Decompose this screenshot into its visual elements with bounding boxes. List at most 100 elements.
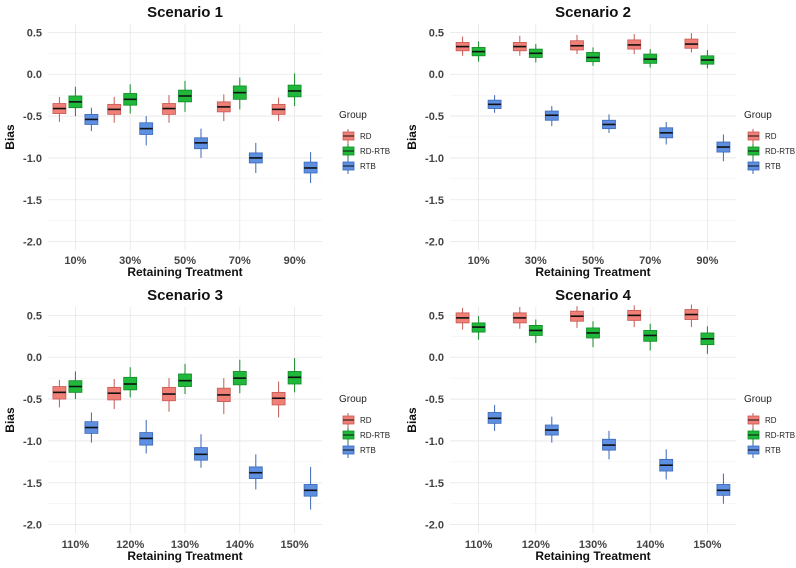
legend-key-rtb	[342, 443, 355, 458]
y-tick-label: -0.5	[425, 111, 444, 123]
box-rd-rtb	[528, 44, 543, 63]
box-rd	[455, 307, 470, 330]
legend-key-rd-rtb	[342, 428, 355, 443]
legend: Group RD RD-RTB RTB	[744, 394, 795, 458]
box-rd-rtb	[178, 363, 192, 395]
box-rd-rtb	[287, 73, 302, 107]
box-rtb	[84, 412, 99, 443]
box-rd	[107, 96, 122, 123]
x-tick-label: 30%	[119, 255, 141, 267]
box-rd	[455, 36, 470, 56]
x-tick-label: 90%	[284, 255, 306, 267]
chart-title: Scenario 2	[555, 4, 631, 21]
box-rd-rtb	[232, 77, 247, 110]
box-rd	[570, 34, 584, 55]
y-axis-label: Bias	[3, 407, 17, 433]
box-rd-rtb	[528, 319, 543, 343]
chart-title: Scenario 4	[555, 287, 632, 304]
box-rtb	[602, 114, 616, 133]
box-rd-rtb	[643, 49, 658, 68]
chart-title: Scenario 3	[147, 287, 223, 304]
box-rd	[52, 96, 67, 122]
legend-key-rtb	[747, 443, 760, 458]
y-tick-label: -1.0	[23, 436, 42, 448]
y-tick-label: 0.0	[27, 69, 42, 81]
box-rd	[271, 381, 286, 418]
x-tick-label: 150%	[693, 539, 721, 551]
y-tick-label: -1.5	[23, 478, 42, 490]
box-rtb	[487, 404, 502, 431]
y-tick-label: -2.0	[425, 237, 444, 249]
y-tick-label: 0.5	[27, 310, 42, 322]
box-rd-rtb	[232, 359, 247, 394]
box-rd-rtb	[700, 49, 715, 69]
legend: Group RD RD-RTB RTB	[339, 110, 390, 174]
y-tick-label: 0.5	[429, 310, 444, 322]
box-rd-rtb	[287, 358, 302, 393]
y-tick-label: 0.0	[429, 69, 444, 81]
legend-key-rtb	[747, 159, 760, 174]
x-axis-label: Retaining Treatment	[127, 265, 242, 279]
legend-key-rd-rtb	[747, 428, 760, 443]
box-rd	[52, 379, 67, 408]
box-rtb	[659, 121, 674, 145]
x-tick-label: 70%	[229, 255, 251, 267]
y-tick-label: -0.5	[425, 394, 444, 406]
box-rd	[627, 305, 642, 328]
legend-key-rd-rtb	[342, 144, 355, 159]
box-rd	[271, 97, 286, 122]
box-rtb	[716, 473, 731, 504]
box-rtb	[139, 116, 154, 146]
legend-label: RTB	[360, 162, 376, 171]
box-rd	[684, 304, 699, 328]
legend-title: Group	[744, 394, 772, 405]
box-rd	[512, 307, 527, 329]
box-rtb	[544, 106, 559, 127]
box-rd	[216, 94, 231, 122]
x-tick-label: 70%	[639, 255, 661, 267]
y-axis-label: Bias	[405, 124, 419, 150]
legend-label: RD	[765, 132, 777, 141]
y-tick-label: -0.5	[23, 111, 42, 123]
box-rd-rtb	[178, 80, 192, 112]
box-rtb	[194, 434, 208, 468]
x-tick-label: 120%	[522, 539, 550, 551]
legend-label: RTB	[765, 162, 781, 171]
box-rd-rtb	[586, 321, 600, 348]
y-tick-label: -1.0	[425, 436, 444, 448]
y-tick-label: -2.0	[23, 237, 42, 249]
legend-label: RD-RTB	[360, 147, 390, 156]
legend-title: Group	[339, 394, 367, 405]
box-rd	[684, 33, 699, 53]
box-rd-rtb	[123, 84, 138, 114]
legend-key-rd	[342, 129, 355, 144]
legend-key-rd	[747, 413, 760, 428]
legend-key-rd	[747, 129, 760, 144]
y-tick-label: 0.5	[27, 27, 42, 39]
y-tick-label: -1.5	[23, 195, 42, 207]
legend-label: RTB	[360, 446, 376, 455]
box-rtb	[544, 416, 559, 443]
legend-key-rtb	[342, 159, 355, 174]
box-rd	[107, 378, 122, 410]
x-axis-label: Retaining Treatment	[535, 549, 650, 563]
box-rd-rtb	[643, 323, 658, 351]
box-rd-rtb	[700, 326, 715, 354]
y-tick-label: 0.0	[429, 352, 444, 364]
box-rd	[162, 378, 176, 412]
x-axis-label: Retaining Treatment	[535, 265, 650, 279]
box-rd-rtb	[471, 316, 486, 340]
x-tick-label: 140%	[636, 539, 664, 551]
x-tick-label: 120%	[116, 539, 144, 551]
y-tick-label: -2.0	[425, 520, 444, 532]
y-axis-label: Bias	[405, 407, 419, 433]
box-rtb	[194, 128, 208, 158]
x-tick-label: 110%	[62, 539, 90, 551]
panel-1: 0.5 0.0 -0.5 -1.0 -1.5 -2.0 10% 30% 50% 70% 90% Sce…	[3, 4, 390, 279]
box-rtb	[139, 420, 154, 454]
box-rd-rtb	[68, 86, 83, 117]
legend-label: RD	[360, 416, 372, 425]
box-rtb	[303, 466, 318, 510]
x-tick-label: 10%	[64, 255, 86, 267]
